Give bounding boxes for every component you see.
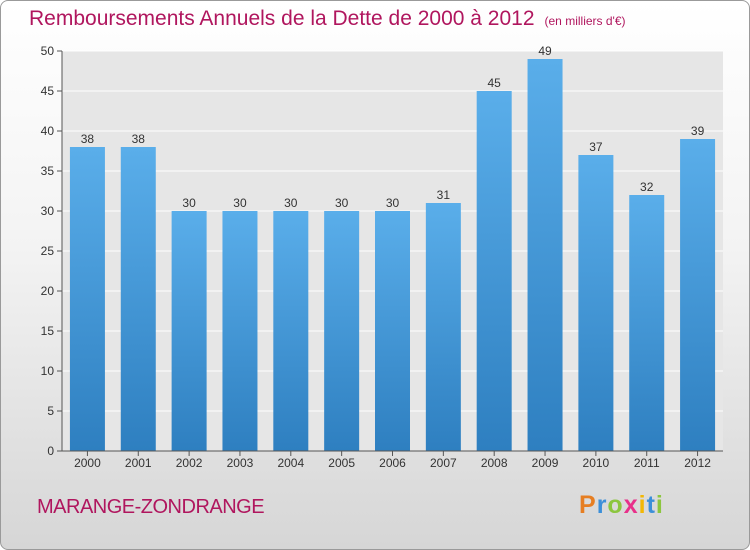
axes: 0 5 10 15 20 25 30 35 40 45 50 2000 2001 2002 2003 2004… xyxy=(41,44,723,470)
bar xyxy=(69,147,105,451)
brand-letter: o xyxy=(607,491,624,519)
y-tick-label: 30 xyxy=(41,204,55,218)
bar xyxy=(578,155,614,451)
data-label: 37 xyxy=(589,140,603,154)
data-label: 31 xyxy=(437,188,451,202)
brand-letter: x xyxy=(623,491,639,519)
x-tick-label: 2012 xyxy=(684,456,711,470)
bar xyxy=(425,203,461,451)
x-tick-label: 2000 xyxy=(74,456,101,470)
bar xyxy=(680,139,716,451)
x-tick-label: 2011 xyxy=(634,456,660,470)
bar xyxy=(222,211,258,451)
bar xyxy=(375,211,410,451)
chart-unit-label: (en milliers d'€) xyxy=(544,14,626,28)
data-label: 30 xyxy=(386,196,400,210)
x-tick-label: 2007 xyxy=(430,456,457,470)
brand-letter: t xyxy=(646,491,656,519)
brand-letter: P xyxy=(579,491,597,519)
y-tick-label: 40 xyxy=(41,124,55,138)
y-tick-label: 35 xyxy=(41,164,55,178)
y-tick-label: 10 xyxy=(41,364,55,378)
proxiti-logo: Proxiti xyxy=(579,491,664,520)
chart-title: Remboursements Annuels de la Dette de 20… xyxy=(29,7,626,31)
y-tick-label: 0 xyxy=(47,444,54,458)
y-tick-label: 25 xyxy=(41,244,55,258)
bar xyxy=(171,211,207,451)
data-label: 30 xyxy=(182,196,196,210)
brand-letter: i xyxy=(655,491,664,519)
commune-name: MARANGE-ZONDRANGE xyxy=(37,496,265,518)
x-tick-label: 2004 xyxy=(277,456,304,470)
bar xyxy=(629,195,665,451)
bar xyxy=(273,211,309,451)
data-label: 39 xyxy=(691,124,705,138)
x-tick-label: 2009 xyxy=(532,456,559,470)
x-tick-label: 2002 xyxy=(176,456,203,470)
bar xyxy=(527,59,563,451)
bar xyxy=(476,91,512,451)
data-label: 45 xyxy=(488,76,502,90)
bars: 38 38 30 30 30 30 30 31 45 49 37 32 39 xyxy=(69,44,716,451)
chart-title-text: Remboursements Annuels de la Dette de 20… xyxy=(29,7,535,30)
bar xyxy=(120,147,156,451)
data-label: 30 xyxy=(284,196,298,210)
y-tick-label: 45 xyxy=(41,84,55,98)
data-label: 32 xyxy=(640,180,654,194)
y-tick-label: 20 xyxy=(41,284,55,298)
data-label: 38 xyxy=(132,132,146,146)
brand-letter: r xyxy=(596,491,608,519)
x-tick-label: 2001 xyxy=(125,456,152,470)
y-tick-label: 50 xyxy=(41,44,55,58)
bar xyxy=(324,211,360,451)
x-tick-label: 2006 xyxy=(379,456,406,470)
brand-letter: i xyxy=(638,491,647,519)
y-tick-label: 15 xyxy=(41,324,55,338)
y-tick-label: 5 xyxy=(47,404,54,418)
x-tick-label: 2010 xyxy=(583,456,610,470)
data-label: 30 xyxy=(233,196,247,210)
data-label: 38 xyxy=(81,132,95,146)
data-label: 30 xyxy=(335,196,349,210)
x-tick-label: 2003 xyxy=(227,456,254,470)
x-tick-label: 2005 xyxy=(328,456,355,470)
x-tick-label: 2008 xyxy=(481,456,508,470)
data-label: 49 xyxy=(538,44,552,58)
